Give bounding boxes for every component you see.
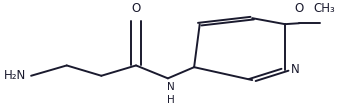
Text: O: O	[295, 2, 304, 15]
Text: H: H	[166, 95, 174, 105]
Text: O: O	[131, 2, 141, 15]
Text: CH₃: CH₃	[313, 2, 335, 15]
Text: N: N	[290, 63, 299, 76]
Text: H₂N: H₂N	[4, 69, 26, 82]
Text: N: N	[166, 82, 174, 92]
